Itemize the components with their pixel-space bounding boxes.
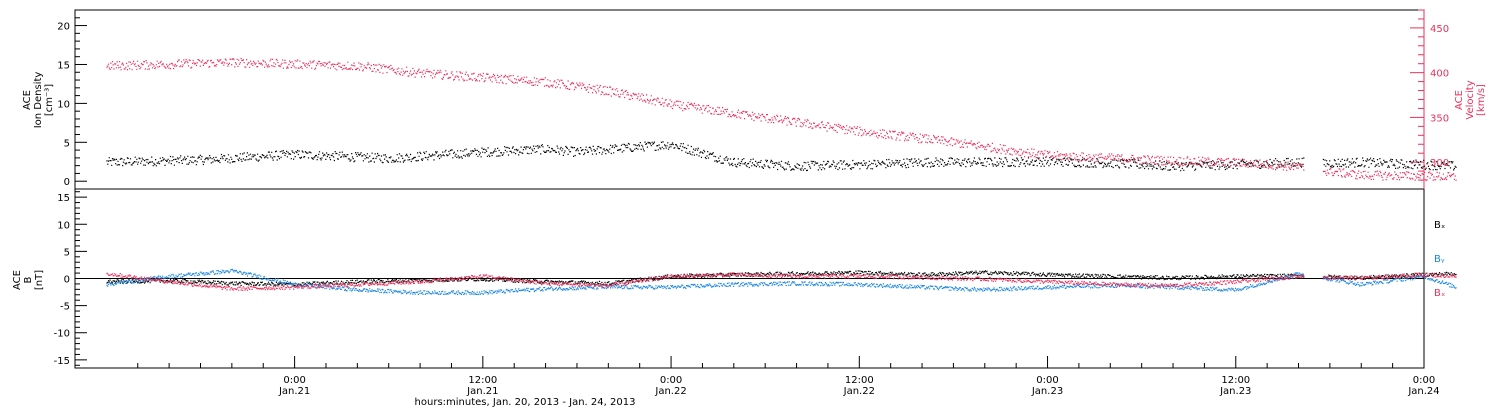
x-tick-date: Jan.21 [466, 386, 498, 397]
tick-label-top-right: 350 [1430, 113, 1449, 124]
x-tick-date: Jan.21 [278, 386, 310, 397]
x-axis-title: hours:minutes, Jan. 20, 2013 - Jan. 24, … [415, 397, 636, 408]
data-marks [106, 57, 1457, 296]
ylabel-top-right: [km/s] [1476, 84, 1487, 116]
ylabel-top-left: ACE [22, 90, 33, 110]
tick-label-top-left: 15 [57, 60, 70, 71]
ylabel-top-right: ACE [1454, 90, 1465, 110]
ylabel-bottom-left: ACE [12, 270, 23, 290]
ylabel-bottom-left: [nT] [34, 270, 45, 290]
bx-points [106, 270, 1457, 287]
ylabel-top-left: Ion Density [33, 72, 44, 129]
tick-label-bottom-left: 0 [64, 275, 70, 286]
legend-entry: Bᵧ [1434, 254, 1445, 265]
x-tick-date: Jan.22 [654, 386, 686, 397]
tick-label-bottom-left: -10 [54, 329, 70, 340]
legend-entry: Bₓ [1434, 288, 1445, 299]
x-tick-time: 12:00 [1221, 375, 1250, 386]
tick-label-bottom-left: 10 [57, 220, 70, 231]
x-tick-time: 12:00 [845, 375, 874, 386]
tick-label-top-right: 450 [1430, 24, 1449, 35]
velocity-points [106, 57, 1457, 181]
density-points [106, 141, 1457, 172]
legend-entry: Bₓ [1434, 220, 1445, 231]
tick-label-top-right: 400 [1430, 69, 1449, 80]
tick-label-bottom-left: -5 [60, 302, 70, 313]
x-tick-time: 12:00 [468, 375, 497, 386]
tick-label-bottom-left: -15 [54, 356, 70, 367]
ylabel-bottom-left: B [23, 276, 34, 283]
tick-label-top-left: 0 [64, 177, 70, 188]
x-tick-date: Jan.23 [1219, 386, 1251, 397]
ylabel-top-left: [cm⁻³] [44, 84, 55, 116]
tick-label-top-left: 20 [57, 22, 70, 33]
tick-label-bottom-left: 15 [57, 193, 70, 204]
x-tick-time: 0:00 [1036, 375, 1058, 386]
tick-label-top-left: 5 [64, 138, 70, 149]
x-tick-time: 0:00 [660, 375, 682, 386]
x-tick-date: Jan.24 [1407, 386, 1439, 397]
ylabel-top-right: Velocity [1465, 80, 1476, 119]
x-tick-time: 0:00 [1413, 375, 1435, 386]
x-tick-time: 0:00 [283, 375, 305, 386]
tick-label-top-left: 10 [57, 99, 70, 110]
x-tick-date: Jan.22 [843, 386, 875, 397]
axes-frame [74, 9, 1425, 369]
bz-points [106, 272, 1457, 291]
tick-label-bottom-left: 5 [64, 247, 70, 258]
x-tick-date: Jan.23 [1031, 386, 1063, 397]
tick-label-top-right: 300 [1430, 158, 1449, 169]
